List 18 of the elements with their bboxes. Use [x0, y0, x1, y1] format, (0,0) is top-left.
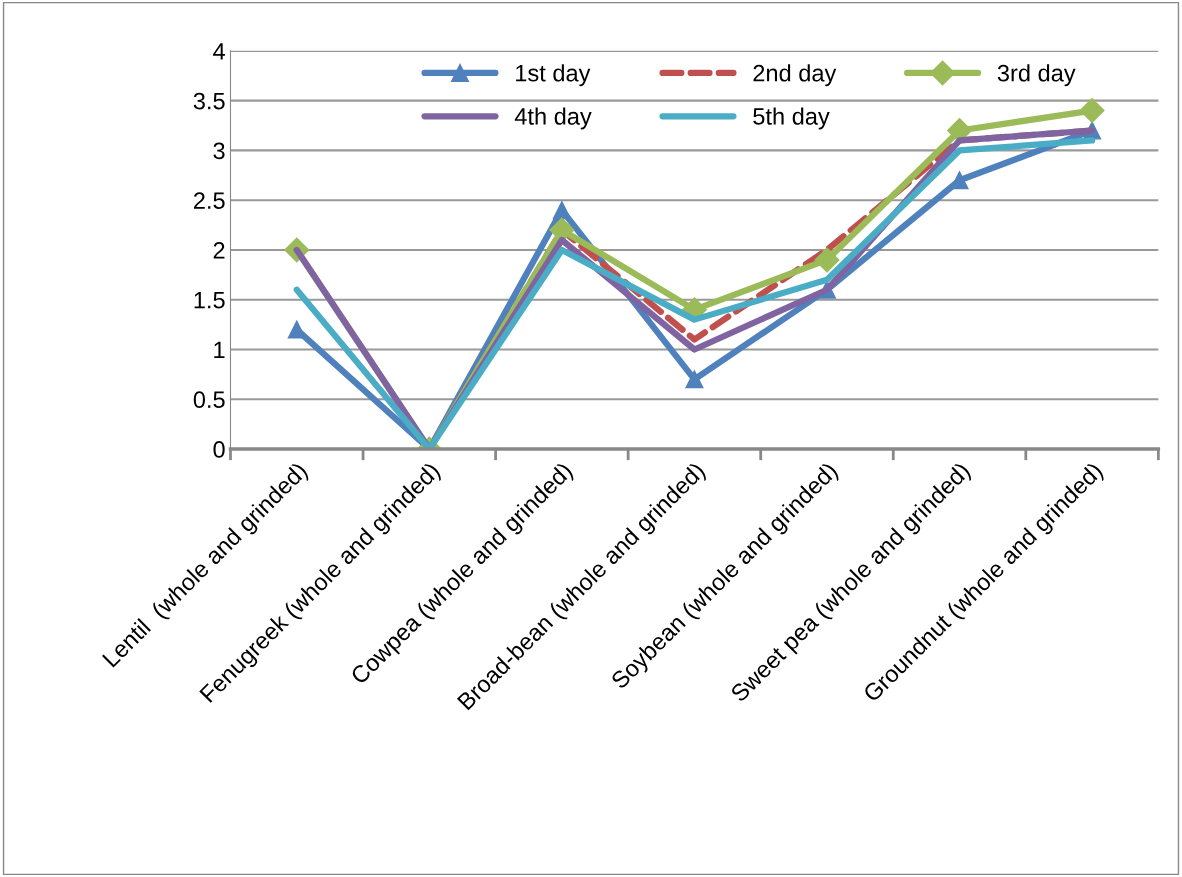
point — [1079, 98, 1105, 124]
legend-label: 3rd day — [997, 64, 1076, 87]
point — [814, 247, 840, 273]
legend-label: 4th day — [514, 107, 592, 130]
y-tick-label: 1 — [214, 341, 225, 359]
legend-label: 5th day — [753, 107, 830, 130]
y-tick-label: 4 — [213, 43, 225, 60]
y-tick-label: 2.5 — [194, 192, 225, 209]
y-tick-label: 3.5 — [193, 92, 225, 110]
legend-label: 2nd day — [753, 64, 837, 87]
y-tick-label: 0 — [213, 441, 225, 458]
point — [552, 201, 571, 220]
legend-label: 1st day — [516, 64, 591, 87]
y-tick-label: 1.5 — [194, 292, 225, 309]
y-tick-label: 3 — [213, 142, 225, 160]
y-tick-label: 0.5 — [193, 391, 225, 409]
point — [685, 370, 704, 389]
y-tick-label: 2 — [213, 242, 225, 259]
